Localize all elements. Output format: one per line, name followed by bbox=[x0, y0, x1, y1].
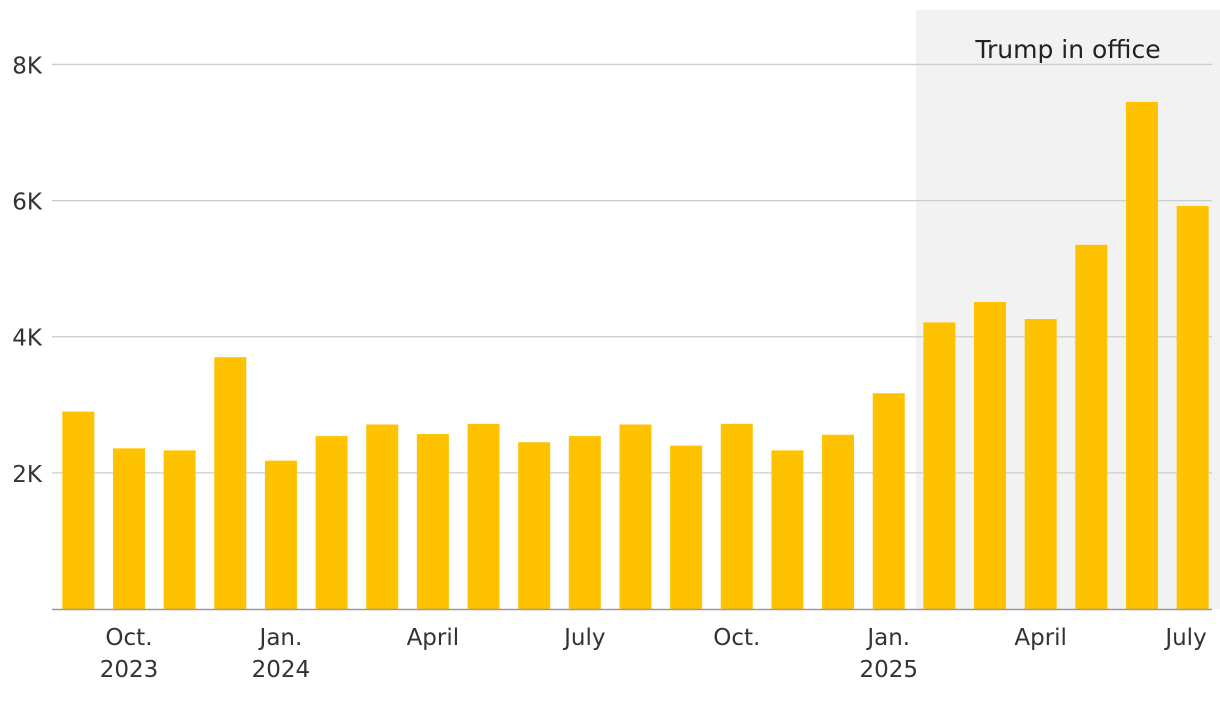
bar bbox=[264, 460, 297, 609]
x-tick-label: Jan. bbox=[258, 625, 303, 651]
bar bbox=[1125, 101, 1158, 610]
x-tick-label: July bbox=[1163, 625, 1206, 651]
x-tick-label: 2023 bbox=[100, 657, 159, 683]
bar bbox=[1024, 319, 1057, 609]
bar bbox=[366, 424, 399, 609]
annotation-label: Trump in office bbox=[974, 35, 1160, 64]
x-tick-label: Jan. bbox=[865, 625, 910, 651]
x-tick-label: April bbox=[1014, 625, 1067, 651]
x-tick-label: 2025 bbox=[859, 657, 918, 683]
bar bbox=[1176, 206, 1209, 609]
y-tick-label: 6K bbox=[12, 190, 43, 216]
bar bbox=[872, 393, 905, 609]
bar bbox=[416, 434, 449, 609]
bar bbox=[315, 436, 348, 609]
x-axis-ticks: Oct. 2023 Jan. 2024 April July Oct. Jan. 2025 Apr… bbox=[100, 625, 1207, 683]
y-tick-label: 4K bbox=[12, 326, 43, 352]
bar bbox=[62, 411, 95, 609]
x-tick-label: 2024 bbox=[252, 657, 311, 683]
bar bbox=[467, 423, 500, 609]
bar bbox=[568, 436, 601, 609]
x-tick-label: Oct. bbox=[105, 625, 152, 651]
bar bbox=[670, 445, 703, 609]
bar bbox=[112, 448, 145, 609]
x-tick-label: Oct. bbox=[713, 625, 760, 651]
y-tick-label: 2K bbox=[12, 462, 43, 488]
annotation-shade bbox=[916, 10, 1220, 609]
bar bbox=[619, 424, 652, 609]
bar bbox=[771, 450, 804, 609]
bar bbox=[163, 450, 196, 609]
y-tick-label: 8K bbox=[12, 53, 43, 79]
bar bbox=[518, 442, 551, 609]
bar bbox=[1075, 244, 1108, 610]
x-tick-label: July bbox=[562, 625, 605, 651]
bar bbox=[720, 423, 753, 609]
x-tick-label: April bbox=[407, 625, 460, 651]
bar bbox=[822, 434, 855, 609]
y-axis-ticks: 2K 4K 6K 8K bbox=[12, 53, 43, 487]
bar bbox=[214, 357, 247, 609]
bars bbox=[62, 101, 1209, 610]
bar bbox=[923, 322, 956, 609]
bar bbox=[974, 302, 1007, 609]
